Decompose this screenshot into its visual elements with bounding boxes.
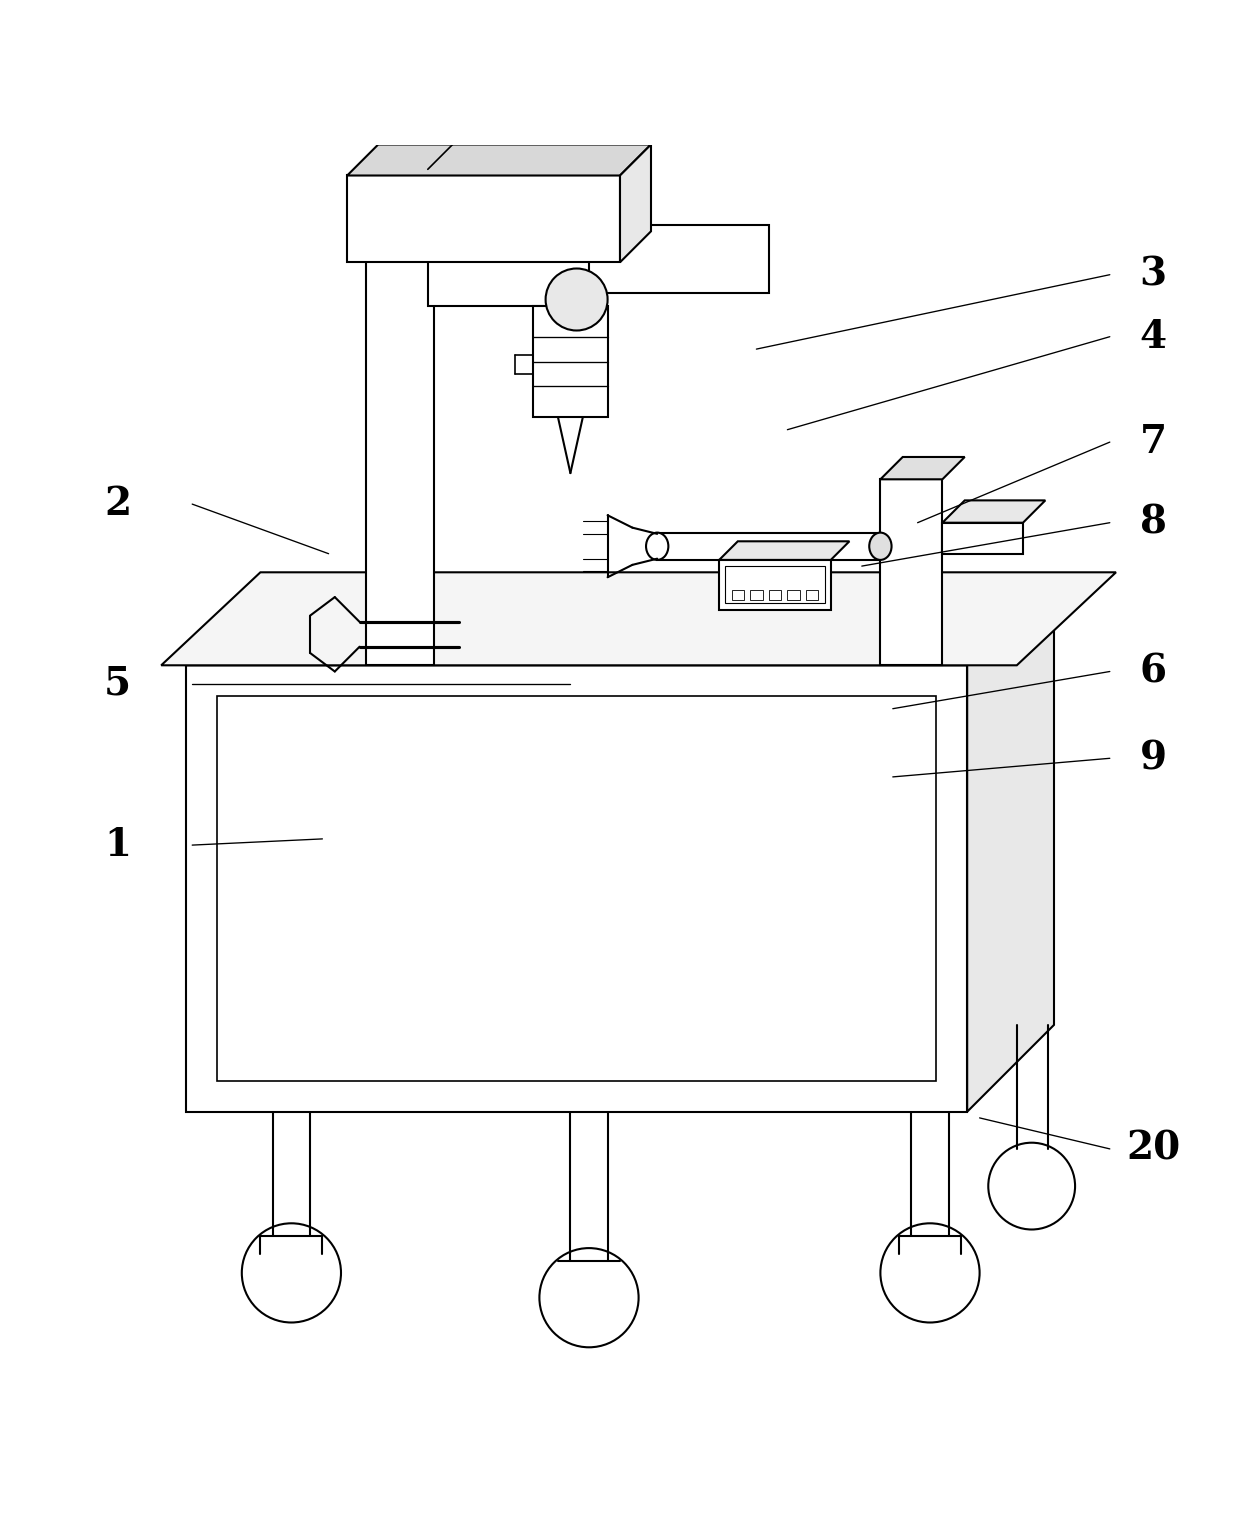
Bar bbox=[725, 566, 825, 604]
Polygon shape bbox=[186, 578, 1054, 665]
Polygon shape bbox=[186, 665, 967, 1112]
Polygon shape bbox=[880, 457, 965, 479]
Text: 2: 2 bbox=[104, 485, 131, 523]
Bar bbox=[657, 532, 880, 560]
Circle shape bbox=[988, 1142, 1075, 1229]
Text: 6: 6 bbox=[1140, 653, 1167, 691]
Bar bbox=[942, 523, 1023, 553]
Bar bbox=[366, 243, 434, 665]
Bar bbox=[750, 590, 763, 599]
Ellipse shape bbox=[869, 532, 892, 560]
Polygon shape bbox=[161, 572, 1116, 665]
Bar bbox=[347, 176, 620, 263]
Text: 3: 3 bbox=[1140, 255, 1167, 294]
Text: 20: 20 bbox=[1126, 1130, 1180, 1168]
Bar bbox=[428, 182, 589, 306]
Bar bbox=[787, 590, 800, 599]
Polygon shape bbox=[620, 145, 651, 263]
Text: 4: 4 bbox=[1140, 318, 1167, 356]
Bar bbox=[434, 225, 769, 294]
Bar bbox=[769, 590, 781, 599]
Ellipse shape bbox=[646, 532, 668, 560]
Text: 5: 5 bbox=[104, 665, 131, 703]
Circle shape bbox=[546, 269, 608, 330]
Bar bbox=[806, 590, 818, 599]
Circle shape bbox=[880, 1223, 980, 1323]
Text: 9: 9 bbox=[1140, 740, 1167, 777]
Circle shape bbox=[242, 1223, 341, 1323]
Polygon shape bbox=[366, 219, 459, 243]
Polygon shape bbox=[942, 500, 1045, 523]
Polygon shape bbox=[967, 578, 1054, 1112]
Bar bbox=[880, 479, 942, 665]
Bar bbox=[732, 590, 744, 599]
Text: 7: 7 bbox=[1140, 424, 1167, 462]
Text: 1: 1 bbox=[104, 826, 131, 864]
Circle shape bbox=[539, 1248, 639, 1347]
Polygon shape bbox=[719, 541, 849, 560]
Polygon shape bbox=[428, 157, 614, 182]
Text: 8: 8 bbox=[1140, 503, 1167, 541]
Bar bbox=[719, 560, 831, 610]
Bar bbox=[217, 696, 936, 1081]
Polygon shape bbox=[347, 145, 651, 176]
Bar bbox=[533, 306, 608, 417]
